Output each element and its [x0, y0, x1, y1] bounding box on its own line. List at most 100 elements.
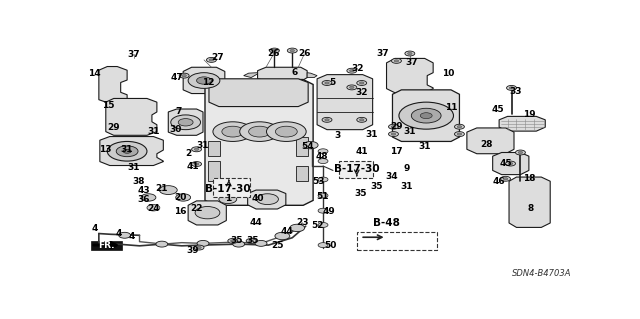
Text: 48: 48 [316, 152, 328, 161]
Circle shape [287, 48, 297, 53]
Text: 17: 17 [390, 147, 403, 156]
Circle shape [515, 150, 525, 155]
Text: 45: 45 [499, 159, 512, 168]
Circle shape [303, 141, 318, 149]
Text: 31: 31 [419, 142, 431, 151]
Text: 7: 7 [175, 108, 181, 116]
Polygon shape [257, 67, 307, 80]
Text: 39: 39 [187, 246, 200, 255]
Circle shape [349, 86, 354, 88]
Circle shape [222, 126, 244, 137]
Bar [296, 166, 308, 181]
Circle shape [388, 132, 399, 137]
Circle shape [188, 73, 220, 88]
Text: 37: 37 [376, 48, 389, 57]
Circle shape [207, 57, 216, 62]
Circle shape [179, 73, 189, 78]
Text: 43: 43 [137, 186, 150, 195]
Text: B-17-30: B-17-30 [334, 164, 380, 174]
Text: 31: 31 [196, 141, 209, 150]
Circle shape [249, 126, 271, 137]
Circle shape [349, 70, 354, 72]
Text: 9: 9 [403, 165, 410, 174]
Circle shape [176, 194, 191, 201]
Bar [296, 137, 308, 156]
Polygon shape [244, 73, 257, 78]
Circle shape [118, 232, 131, 238]
Circle shape [318, 223, 328, 227]
Bar [356, 232, 437, 250]
Text: 28: 28 [481, 140, 493, 149]
Circle shape [356, 117, 367, 122]
Circle shape [182, 75, 186, 77]
Circle shape [209, 59, 214, 61]
Text: 37: 37 [127, 50, 140, 59]
Circle shape [213, 122, 253, 141]
Circle shape [240, 122, 280, 141]
Circle shape [454, 132, 465, 137]
Circle shape [360, 82, 364, 84]
Polygon shape [499, 116, 545, 131]
Polygon shape [99, 67, 127, 103]
Text: 19: 19 [523, 110, 535, 119]
Circle shape [508, 162, 513, 165]
Text: 31: 31 [400, 182, 413, 191]
Text: 34: 34 [385, 172, 398, 181]
Circle shape [318, 243, 328, 248]
Circle shape [394, 60, 399, 62]
Polygon shape [307, 73, 317, 78]
Circle shape [324, 82, 329, 84]
Circle shape [272, 49, 276, 52]
Circle shape [290, 224, 305, 232]
Circle shape [454, 124, 465, 129]
Text: 10: 10 [442, 69, 454, 78]
Text: 46: 46 [493, 177, 506, 187]
Text: 23: 23 [296, 218, 308, 227]
Text: 12: 12 [202, 78, 214, 87]
Circle shape [178, 119, 193, 126]
Polygon shape [183, 67, 225, 93]
Polygon shape [188, 201, 227, 225]
Text: 31: 31 [404, 127, 416, 136]
Text: 35: 35 [354, 189, 367, 198]
Text: 21: 21 [156, 184, 168, 193]
Text: 31: 31 [365, 130, 378, 139]
Circle shape [233, 241, 244, 247]
Text: FR.: FR. [99, 241, 115, 249]
Text: 16: 16 [174, 207, 186, 216]
Circle shape [195, 163, 199, 165]
Text: 31: 31 [127, 163, 140, 172]
Circle shape [420, 113, 432, 119]
Circle shape [503, 178, 508, 180]
Text: 4: 4 [92, 224, 98, 233]
Circle shape [351, 166, 366, 174]
Text: 4: 4 [129, 232, 135, 241]
Polygon shape [209, 79, 308, 107]
Polygon shape [205, 79, 313, 205]
Text: 49: 49 [323, 207, 335, 216]
Polygon shape [509, 177, 550, 227]
Circle shape [195, 206, 220, 219]
Circle shape [196, 77, 211, 84]
Circle shape [322, 80, 332, 85]
Polygon shape [106, 99, 157, 135]
Circle shape [257, 194, 278, 204]
Circle shape [197, 241, 209, 246]
Text: 53: 53 [312, 177, 324, 186]
Text: 30: 30 [169, 125, 181, 134]
Text: 26: 26 [267, 48, 280, 57]
Text: 29: 29 [390, 122, 403, 131]
Text: 31: 31 [121, 145, 133, 154]
Circle shape [318, 208, 328, 213]
Text: 31: 31 [147, 127, 159, 136]
Circle shape [191, 147, 202, 152]
Circle shape [405, 51, 415, 56]
Text: 11: 11 [445, 103, 457, 112]
Circle shape [108, 141, 147, 161]
Polygon shape [467, 128, 514, 154]
Bar [91, 241, 122, 249]
Text: 3: 3 [335, 131, 341, 140]
Text: B-48: B-48 [373, 218, 400, 228]
Polygon shape [387, 58, 433, 93]
Text: 51: 51 [316, 192, 328, 201]
